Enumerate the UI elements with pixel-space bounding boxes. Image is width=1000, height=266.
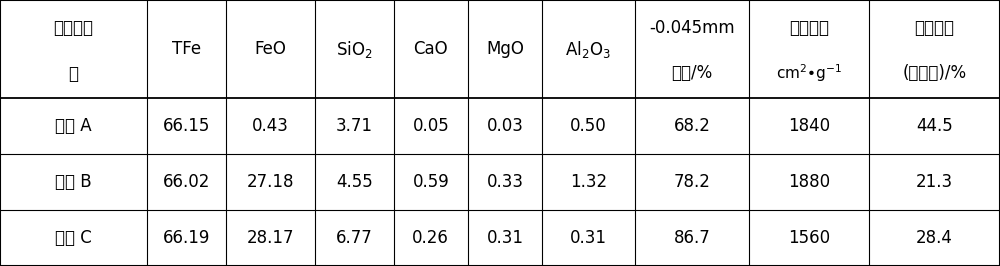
Text: (脱硝率)/%: (脱硝率)/% [903,64,967,82]
Text: 催化性能: 催化性能 [915,19,955,36]
Text: 类: 类 [69,65,79,83]
Text: 含量/%: 含量/% [671,64,713,82]
Text: 1840: 1840 [788,117,830,135]
Text: 86.7: 86.7 [674,229,710,247]
Text: 铁矿 B: 铁矿 B [55,173,92,191]
Text: 铁精矿种: 铁精矿种 [54,19,94,36]
Text: -0.045mm: -0.045mm [649,19,735,36]
Text: 0.26: 0.26 [412,229,449,247]
Text: 3.71: 3.71 [336,117,373,135]
Text: 6.77: 6.77 [336,229,373,247]
Text: FeO: FeO [255,40,286,58]
Text: cm$^2$•g$^{-1}$: cm$^2$•g$^{-1}$ [776,62,842,84]
Text: 0.31: 0.31 [486,229,523,247]
Text: SiO$_2$: SiO$_2$ [336,39,373,60]
Text: MgO: MgO [486,40,524,58]
Text: 0.33: 0.33 [486,173,523,191]
Text: 0.03: 0.03 [486,117,523,135]
Text: CaO: CaO [413,40,448,58]
Text: 66.15: 66.15 [163,117,210,135]
Text: 1.32: 1.32 [570,173,607,191]
Text: 27.18: 27.18 [247,173,294,191]
Text: 21.3: 21.3 [916,173,953,191]
Text: 78.2: 78.2 [673,173,710,191]
Text: 44.5: 44.5 [916,117,953,135]
Text: 0.43: 0.43 [252,117,289,135]
Text: 0.31: 0.31 [570,229,607,247]
Text: 1880: 1880 [788,173,830,191]
Text: 0.50: 0.50 [570,117,607,135]
Text: 28.17: 28.17 [247,229,294,247]
Text: 铁矿 C: 铁矿 C [55,229,92,247]
Text: 28.4: 28.4 [916,229,953,247]
Text: TFe: TFe [172,40,201,58]
Text: 4.55: 4.55 [336,173,373,191]
Text: 比表面积: 比表面积 [789,19,829,36]
Text: 0.59: 0.59 [412,173,449,191]
Text: 68.2: 68.2 [673,117,710,135]
Text: 铁矿 A: 铁矿 A [55,117,92,135]
Text: 66.02: 66.02 [163,173,210,191]
Text: 1560: 1560 [788,229,830,247]
Text: 66.19: 66.19 [163,229,210,247]
Text: Al$_2$O$_3$: Al$_2$O$_3$ [565,39,611,60]
Text: 0.05: 0.05 [412,117,449,135]
